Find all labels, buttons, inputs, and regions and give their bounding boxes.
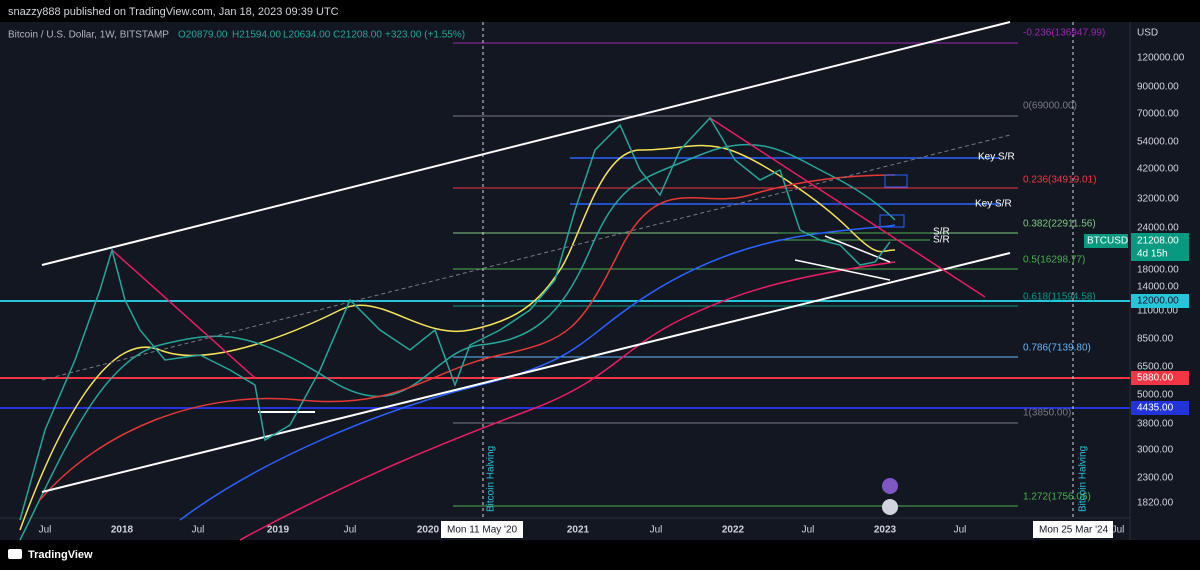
price-label: 3000.00 [1137,445,1174,456]
level-badge-text: 4435.00 [1137,403,1174,414]
target-box [879,214,905,228]
fib-lines [453,42,1018,507]
time-label: Jul [954,525,967,536]
level-badge-text: 12000.00 [1137,296,1179,307]
price-label: 42000.00 [1137,164,1179,175]
time-label: Jul [39,525,52,536]
time-labels: Jul 2018 Jul 2019 Jul 2020 2021 Jul 2022 Jul 2023 J… [39,525,1125,536]
price-label: 24000.00 [1137,223,1179,234]
wedge-line [794,259,891,281]
level-badge [1131,371,1189,385]
moving-average [239,261,896,541]
footer-brand: TradingView [28,549,93,561]
moving-average [19,143,896,541]
annotation: S/R [933,227,950,238]
symbol-badge [1084,234,1128,248]
time-label: 2020 [417,525,440,536]
fib-label: -0.236(136947.99) [1023,28,1105,39]
channel-mid [41,134,1011,381]
channel-line [41,252,1011,493]
price-label: 54000.00 [1137,137,1179,148]
axis-currency: USD [1137,28,1158,39]
price-label: 18000.00 [1137,265,1179,276]
time-label: Jul [802,525,815,536]
price-label: 32000.00 [1137,194,1179,205]
date-badge-text: Mon 25 Mar '24 [1039,525,1109,536]
channel-line [41,21,1011,266]
moving-average [179,224,896,521]
fib-label: 0.786(7139.80) [1023,343,1091,354]
trend-line [709,117,986,298]
fib-label: 1.272(1756.06) [1023,492,1091,503]
time-label: Jul [650,525,663,536]
time-label: 2022 [722,525,745,536]
event-icon[interactable] [882,499,898,515]
date-badge [441,521,523,538]
ohlc-close: C21208.00 [333,30,382,41]
price-label: 90000.00 [1137,82,1179,93]
price-label: 70000.00 [1137,109,1179,120]
fib-label: 0.382(22911.56) [1023,219,1096,230]
fib-label: 0.5(16298.77) [1023,255,1085,266]
ohlc-low: L20634.00 [283,30,331,41]
price-path [19,116,891,521]
level-badge-text: 5880.00 [1137,373,1174,384]
price-badge [1131,233,1189,261]
annotation: Bitcoin Halving [486,446,497,512]
chart-pane [0,22,1200,540]
time-label: 2023 [874,525,897,536]
target-box [884,174,908,188]
annotation: Key S/R [978,152,1015,163]
price-label: 14000.00 [1137,282,1179,293]
time-label: Jul [192,525,205,536]
date-badge-text: Mon 11 May '20 [447,525,518,536]
level-badge [1131,401,1189,415]
publisher-line: snazzy888 published on TradingView.com, … [8,6,339,18]
time-label: Jul [1112,525,1125,536]
time-label: 2018 [111,525,134,536]
fib-label: 0.236(34919.01) [1023,175,1096,186]
price-label: 6500.00 [1137,362,1174,373]
price-label: 5000.00 [1137,390,1174,401]
fib-label: 0(69000.00) [1023,101,1077,112]
annotation: S/R [933,235,950,246]
symbol-legend: Bitcoin / U.S. Dollar, 1W, BITSTAMP [8,30,169,41]
price-label: 11000.00 [1137,306,1178,317]
time-label: 2019 [267,525,290,536]
level-badge [1131,294,1189,308]
tradingview-logo [8,549,22,559]
price-badge-text: 21208.00 [1137,236,1179,247]
ohlc-change: +323.00 (+1.55%) [385,30,465,41]
trend-line [111,249,256,379]
price-label: 2300.00 [1137,473,1174,484]
annotation: Bitcoin Halving [1078,446,1089,512]
price-badge-countdown: 4d 15h [1137,249,1168,260]
ohlc-open: O20879.00 [178,30,228,41]
price-label: 120000.00 [1137,53,1185,64]
fib-label: 1(3850.00) [1023,408,1071,419]
moving-average [39,174,896,501]
price-labels: 120000.00 90000.00 70000.00 54000.00 42000.0… [1137,53,1185,509]
event-icon[interactable] [882,478,898,494]
annotation: Key S/R [975,199,1012,210]
time-label: Jul [344,525,357,536]
ohlc-high: H21594.00 [232,30,281,41]
time-label: 2021 [567,525,590,536]
price-label: 8500.00 [1137,334,1174,345]
fib-label: 0.618(11594.58) [1023,292,1096,303]
symbol-badge-text: BTCUSD [1087,236,1128,247]
price-label: 1820.00 [1137,498,1174,509]
date-badge [1033,521,1113,538]
price-label: 3800.00 [1137,419,1174,430]
